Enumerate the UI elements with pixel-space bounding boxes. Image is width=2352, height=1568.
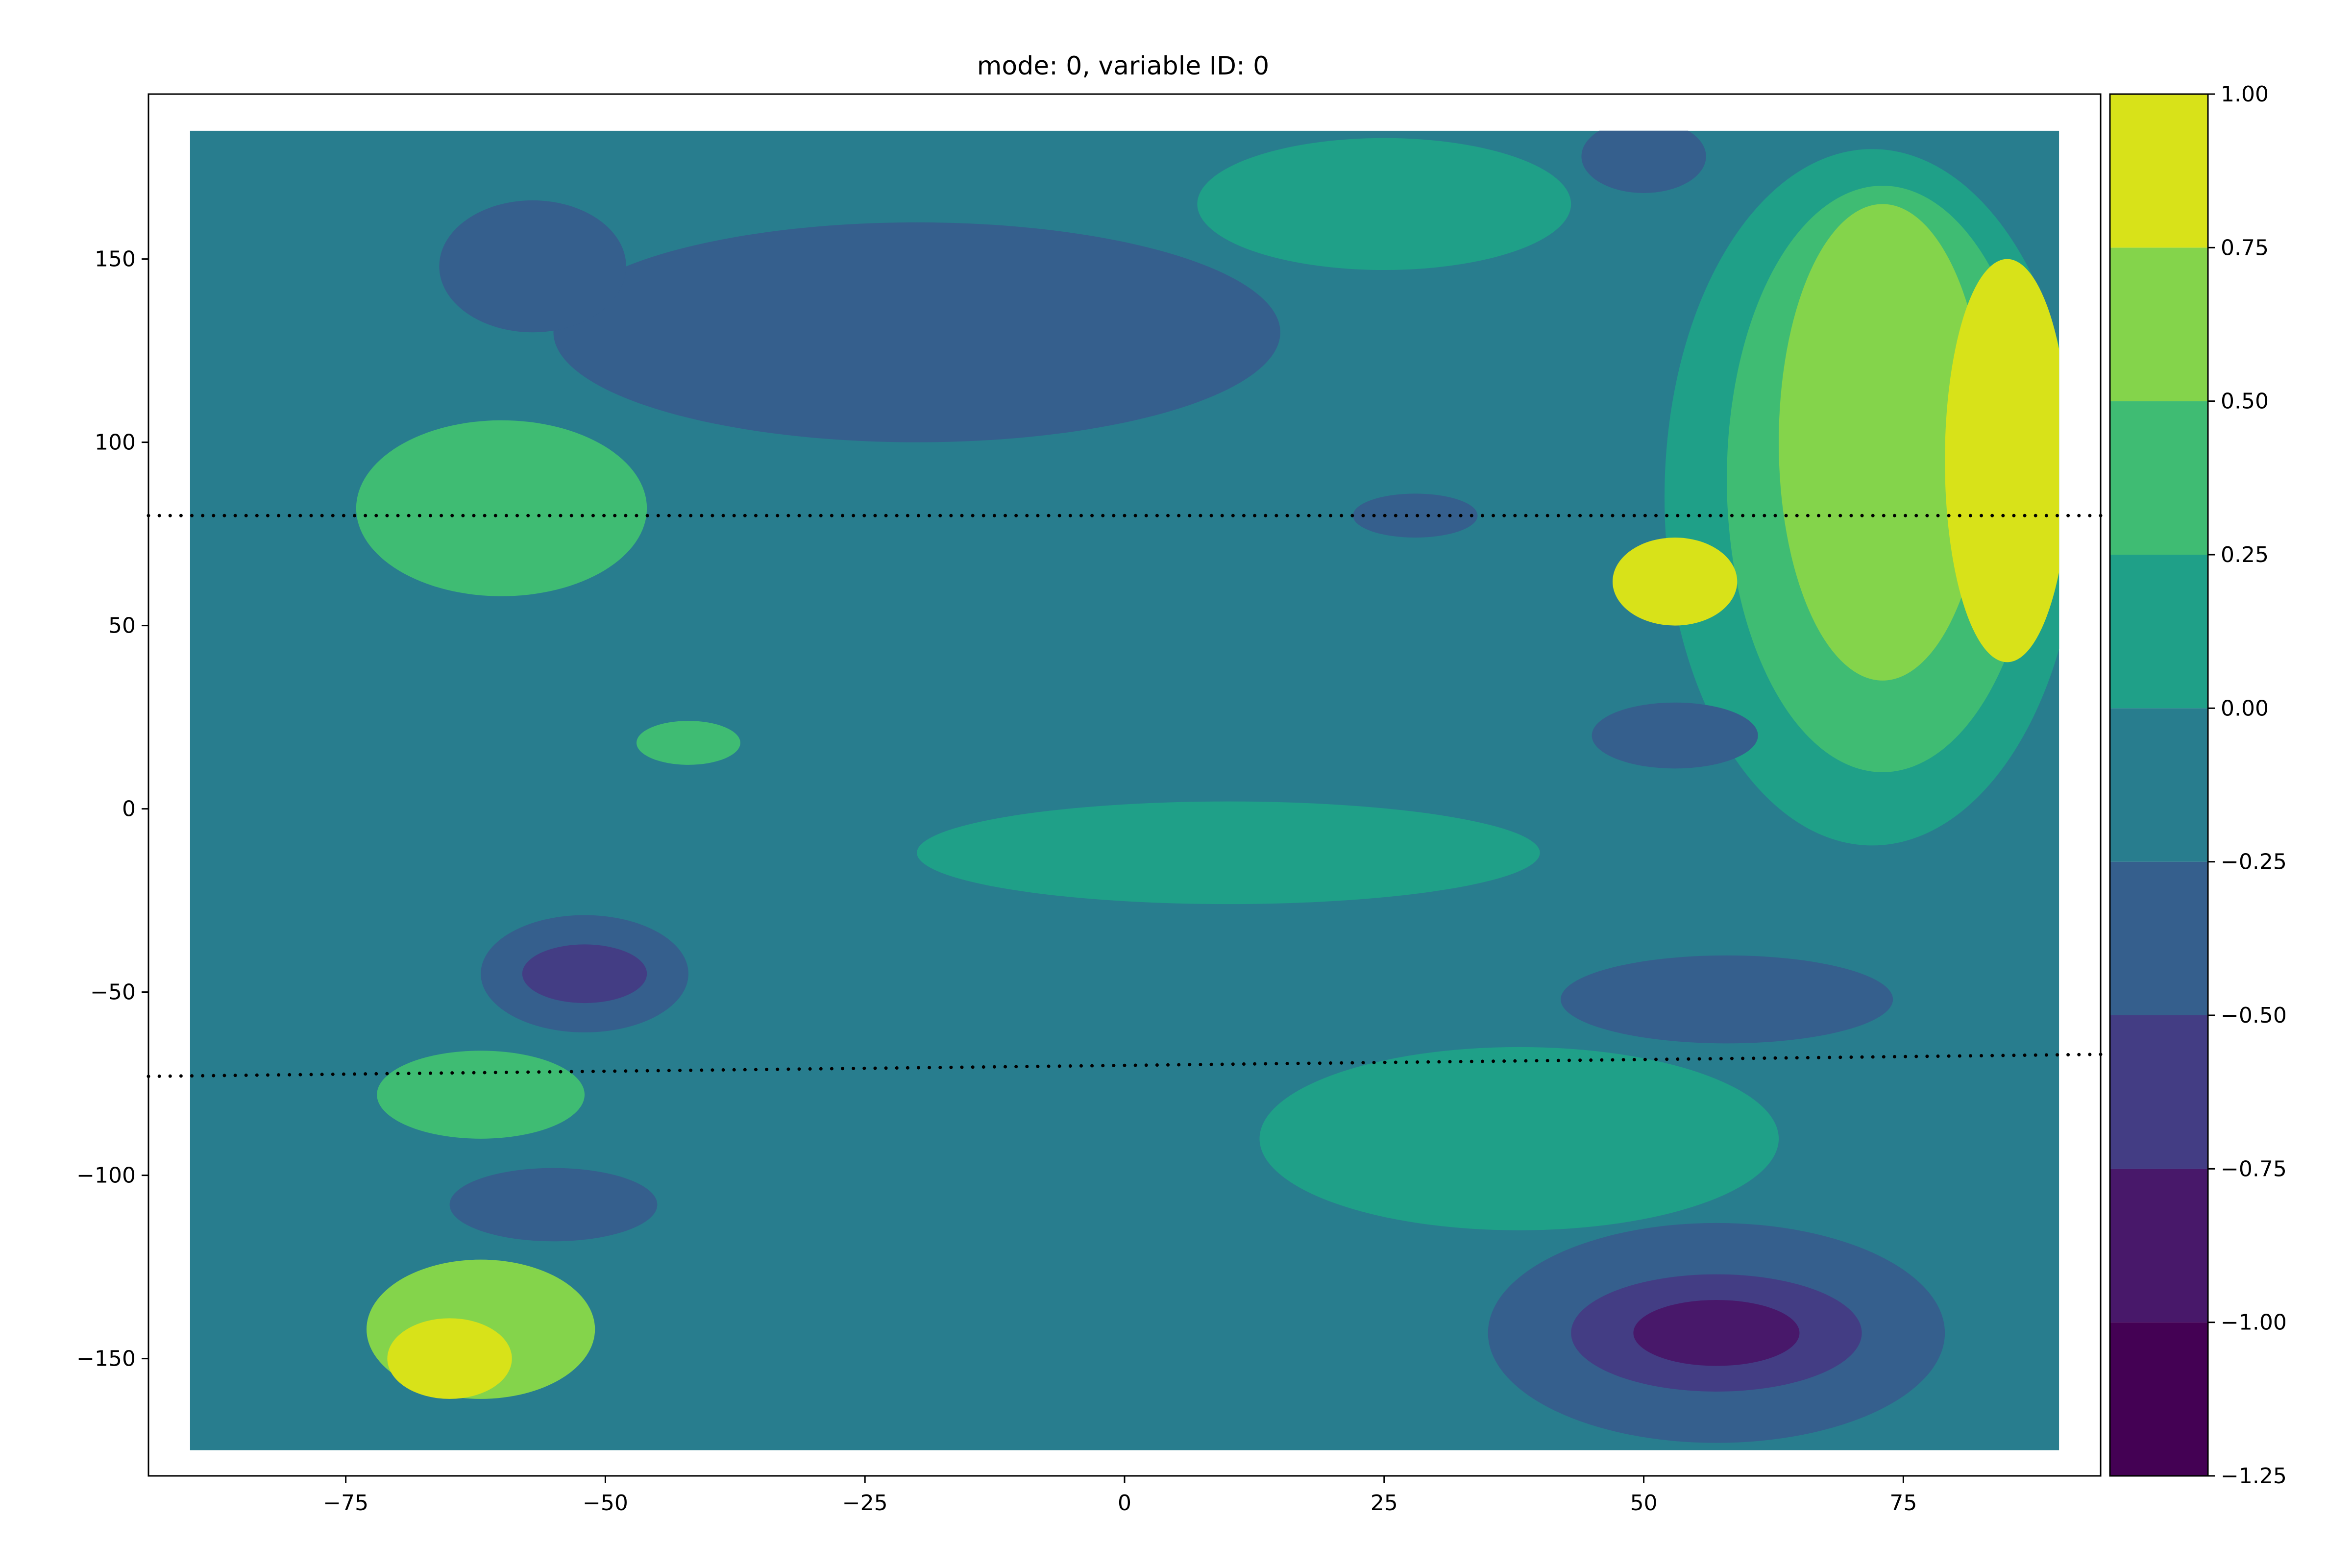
plot-area [147,93,2103,1477]
colorbar-tick-label: 0.00 [2221,696,2269,721]
colorbar-tick-label: −1.25 [2221,1464,2287,1489]
colorbar-tick-label: 0.75 [2221,235,2269,260]
colorbar-tick-label: 1.00 [2221,82,2269,107]
x-tick-label: 25 [1371,1491,1398,1516]
y-tick-label: −150 [76,1347,136,1372]
x-tick-label: −50 [583,1491,628,1516]
colorbar: −1.25 −1.00 −0.75 −0.50 −0.25 0.00 0.25 0.50 0.7… [2109,82,2287,1489]
x-tick-label: 50 [1630,1491,1658,1516]
x-tick-label: −25 [842,1491,888,1516]
x-axis: −75 −50 −25 0 25 50 75 [323,1476,1917,1516]
colorbar-band [2110,861,2208,1015]
contour-region [1353,493,1478,538]
coastline-dotted-line [147,514,2103,517]
colorbar-band [2110,555,2208,709]
y-tick-label: 150 [95,247,136,272]
y-tick-label: 100 [95,430,136,455]
y-tick-label: −100 [76,1163,136,1188]
contour-field [190,130,2059,1450]
contour-region [1259,1047,1779,1230]
x-tick-label: 75 [1889,1491,1917,1516]
contour-region [553,222,1280,442]
contour-region [522,944,647,1004]
contour-region [637,721,740,765]
colorbar-band [2110,94,2208,248]
contour-region [387,1318,512,1399]
colorbar-band [2110,247,2208,401]
colorbar-tick-label: −1.00 [2221,1310,2287,1335]
colorbar-band [2110,708,2208,862]
contour-region [1613,538,1738,626]
coastline-dots [147,514,2103,1078]
colorbar-tick-label: 0.25 [2221,542,2269,567]
contour-region [377,1051,585,1139]
y-tick-label: −50 [90,980,136,1005]
y-tick-label: 50 [108,613,136,638]
colorbar-band [2110,1169,2208,1323]
chart-title: mode: 0, variable ID: 0 [977,51,1269,81]
y-axis: −150 −100 −50 0 50 100 150 [76,247,148,1372]
contour-region [1581,130,1706,193]
colorbar-frame [2109,93,2209,1477]
contour-region [1592,702,1758,769]
colorbar-tick-label: −0.50 [2221,1003,2287,1028]
contour-region [356,420,647,596]
colorbar-tick-label: −0.75 [2221,1156,2287,1181]
colorbar-tick-label: 0.50 [2221,389,2269,414]
x-tick-label: −75 [323,1491,368,1516]
y-tick-label: 0 [122,797,136,822]
contour-region [917,801,1540,905]
x-tick-label: 0 [1118,1491,1131,1516]
coastline-dotted-line [147,1053,2103,1078]
contour-region [1779,204,1986,681]
contour-region [1945,259,2059,662]
contour-region [1197,138,1571,270]
colorbar-band [2110,1322,2208,1476]
contour-region [1633,1299,1800,1366]
colorbar-band [2110,401,2208,555]
contour-region [439,200,626,333]
colorbar-band [2110,1015,2208,1169]
colorbar-tick-label: −0.25 [2221,850,2287,875]
contour-region [1561,955,1893,1044]
contour-region [449,1168,658,1242]
